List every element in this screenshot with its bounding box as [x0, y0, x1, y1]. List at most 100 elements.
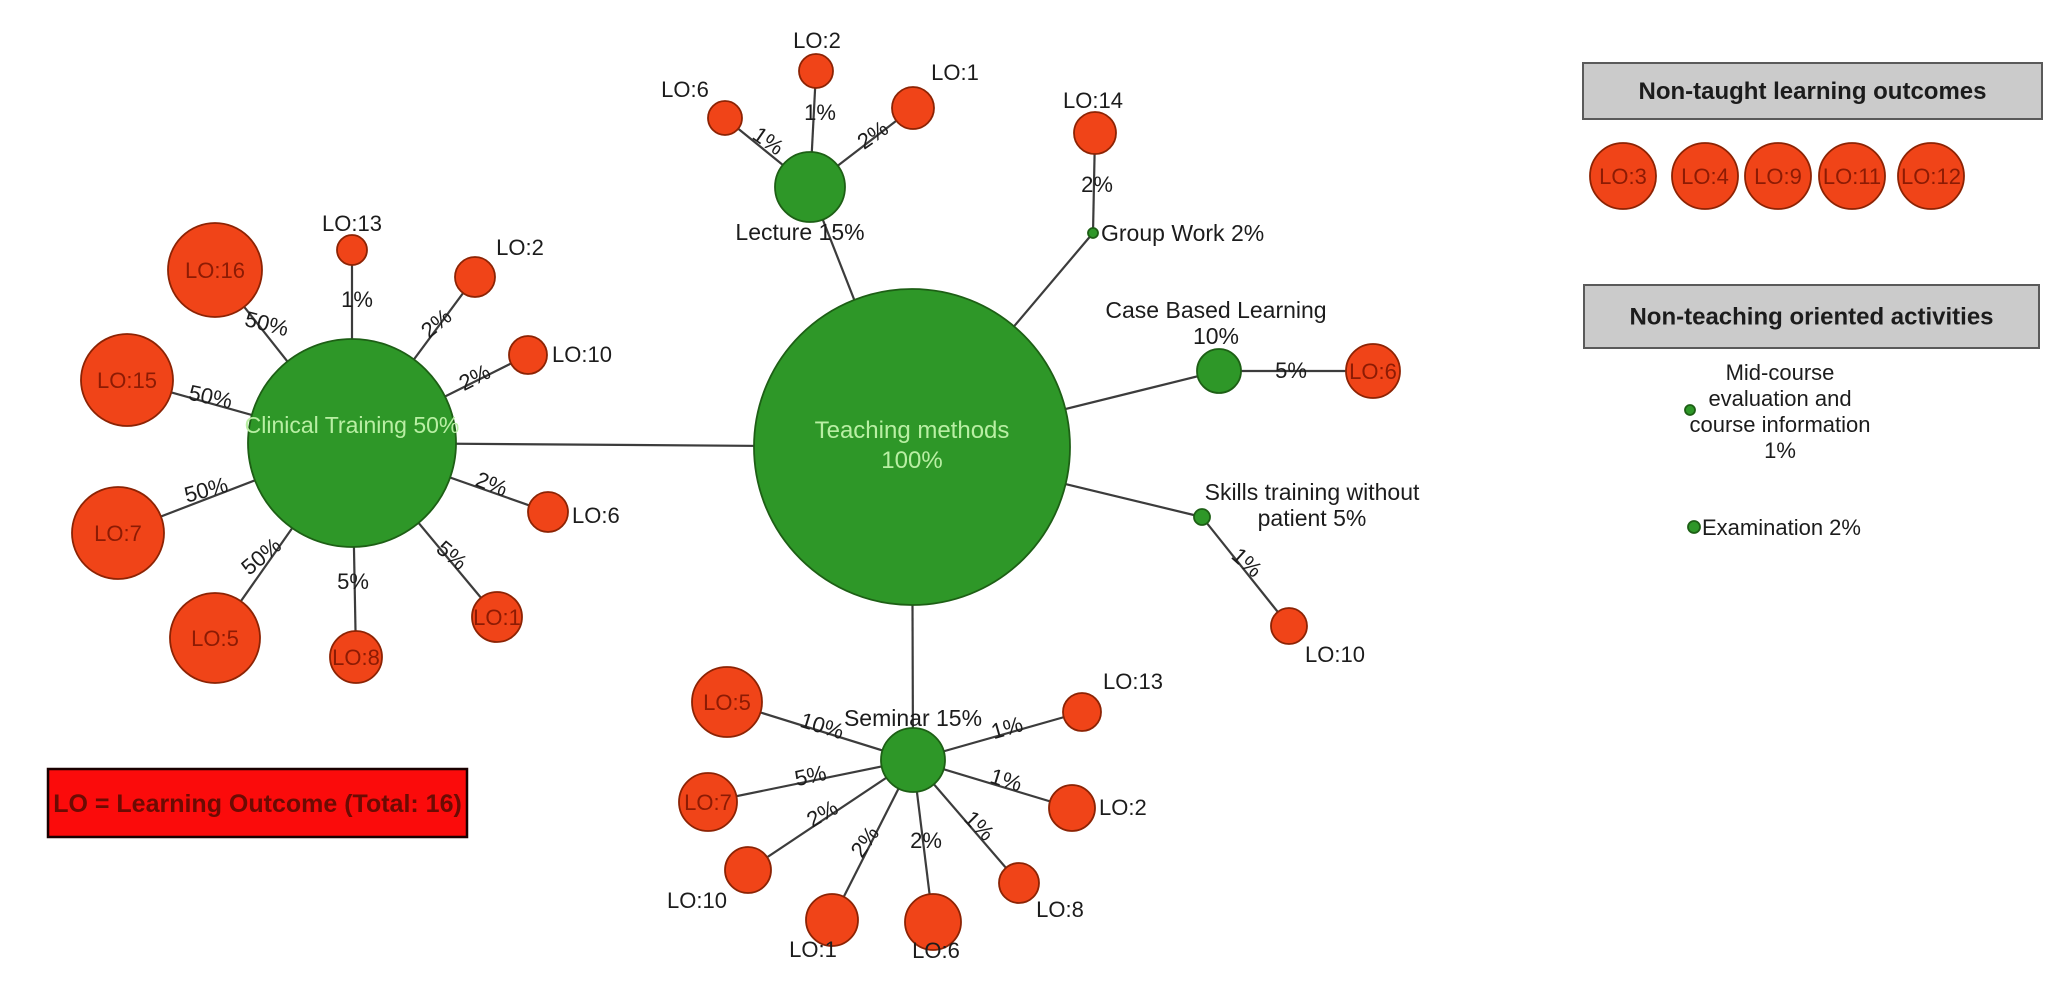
legend-non-taught-box — [1582, 62, 2043, 120]
lo-label-seminar-lo-13: LO:13 — [1103, 669, 1163, 694]
node-seminar-lo-1 — [805, 893, 859, 947]
lo-label-lecture-lo-2: LO:2 — [793, 28, 841, 53]
edge-seminar-lo-10 — [747, 759, 914, 871]
node-seminar-lo-13 — [1062, 692, 1102, 732]
lo-label-legend-lo-9: LO:9 — [1754, 164, 1802, 189]
lo-label-lecture-lo-6: LO:6 — [661, 77, 709, 102]
edge-label-case-based-learning-lo-6: 5% — [1275, 358, 1307, 383]
activity-label-0: Mid-course — [1726, 360, 1835, 385]
lo-label-clinical-training-lo-6: LO:6 — [572, 503, 620, 528]
root-label: Teaching methods — [815, 417, 1010, 444]
node-seminar-lo-7 — [678, 772, 738, 832]
lo-label-seminar-lo-6: LO:6 — [912, 938, 960, 963]
node-group-work — [1087, 227, 1099, 239]
node-case-based-learning-lo-6 — [1345, 343, 1401, 399]
node-legend-lo-11 — [1818, 142, 1886, 210]
lo-label-case-based-learning-lo-6: LO:6 — [1349, 359, 1397, 384]
node-clinical-training-lo-6 — [527, 491, 569, 533]
node-teaching-methods — [753, 288, 1071, 606]
node-lecture — [774, 151, 846, 223]
activity-label-0: 1% — [1764, 438, 1796, 463]
node-seminar-lo-10 — [724, 846, 772, 894]
lo-label-clinical-training-lo-13: LO:13 — [322, 211, 382, 236]
node-lecture-lo-6 — [707, 100, 743, 136]
lo-label-legend-lo-12: LO:12 — [1901, 164, 1961, 189]
edge-label-group-work-lo-14: 2% — [1081, 172, 1113, 197]
hub-label-group-work: Group Work 2% — [1101, 220, 1264, 246]
edge-label-clinical-training-lo-13: 1% — [341, 287, 373, 312]
activity-label-0: evaluation and — [1708, 386, 1851, 411]
node-clinical-training-lo-7 — [71, 486, 165, 580]
hub-label-lecture: Lecture 15% — [735, 219, 864, 245]
node-group-work-lo-14 — [1073, 111, 1117, 155]
node-case-based-learning — [1196, 348, 1242, 394]
activity-dot-0 — [1684, 404, 1696, 416]
node-clinical-training-lo-13 — [336, 234, 368, 266]
root-label: 100% — [881, 447, 942, 474]
lo-label-clinical-training-lo-1: LO:1 — [473, 605, 521, 630]
lo-label-legend-lo-4: LO:4 — [1681, 164, 1729, 189]
lo-label-seminar-lo-7: LO:7 — [684, 790, 732, 815]
node-clinical-training-lo-8 — [329, 630, 383, 684]
hub-label-clinical-training: Clinical Training 50% — [245, 412, 460, 438]
node-lecture-lo-2 — [798, 53, 834, 89]
hub-label-case-based-learning: 10% — [1193, 323, 1239, 349]
legend-non-teaching-title: Non-teaching oriented activities — [1629, 304, 1993, 331]
note-box — [46, 767, 469, 839]
hub-label-seminar: Seminar 15% — [844, 705, 982, 731]
node-seminar-lo-8 — [998, 862, 1040, 904]
lo-label-clinical-training-lo-5: LO:5 — [191, 626, 239, 651]
legend-non-teaching-box — [1583, 284, 2040, 349]
hub-label-skills-training-without-patient: Skills training without — [1205, 479, 1420, 505]
node-legend-lo-12 — [1897, 142, 1965, 210]
node-lecture-lo-1 — [891, 86, 935, 130]
lo-label-clinical-training-lo-15: LO:15 — [97, 368, 157, 393]
lo-label-legend-lo-3: LO:3 — [1599, 164, 1647, 189]
legend-non-taught-title: Non-taught learning outcomes — [1639, 78, 1987, 105]
lo-label-clinical-training-lo-10: LO:10 — [552, 342, 612, 367]
activity-dot-1 — [1687, 520, 1701, 534]
lo-label-skills-training-without-patient-lo-10: LO:10 — [1305, 642, 1365, 667]
node-seminar-lo-5 — [691, 666, 763, 738]
node-legend-lo-4 — [1671, 142, 1739, 210]
activity-label-0: course information — [1690, 412, 1871, 437]
lo-label-clinical-training-lo-2: LO:2 — [496, 235, 544, 260]
edge-label-clinical-training-lo-8: 5% — [337, 569, 369, 594]
lo-label-seminar-lo-5: LO:5 — [703, 690, 751, 715]
node-seminar-lo-2 — [1048, 784, 1096, 832]
labels-layer: Teaching methods 100% Clinical Training 50… — [53, 28, 1993, 963]
node-clinical-training-lo-1 — [471, 591, 523, 643]
node-clinical-training-lo-5 — [169, 592, 261, 684]
lo-label-clinical-training-lo-8: LO:8 — [332, 645, 380, 670]
lo-label-seminar-lo-10: LO:10 — [667, 888, 727, 913]
note-text: LO = Learning Outcome (Total: 16) — [53, 790, 462, 818]
node-clinical-training-lo-16 — [167, 222, 263, 318]
edge-seminar-lo-7 — [707, 758, 914, 804]
node-clinical-training-lo-10 — [508, 335, 548, 375]
lo-label-seminar-lo-8: LO:8 — [1036, 897, 1084, 922]
lo-label-clinical-training-lo-7: LO:7 — [94, 521, 142, 546]
node-seminar-lo-6 — [904, 893, 962, 951]
node-clinical-training — [247, 338, 457, 548]
edge-label-seminar-lo-6: 2% — [910, 828, 942, 853]
hub-label-case-based-learning: Case Based Learning — [1105, 297, 1326, 323]
nodes-layer — [46, 53, 2043, 951]
node-skills-training-without-patient-lo-10 — [1270, 607, 1308, 645]
lo-label-seminar-lo-2: LO:2 — [1099, 795, 1147, 820]
node-clinical-training-lo-15 — [80, 333, 174, 427]
lo-label-lecture-lo-1: LO:1 — [931, 60, 979, 85]
hub-label-skills-training-without-patient: patient 5% — [1258, 505, 1367, 531]
edge-skills-training-without-patient-lo-10 — [1201, 516, 1290, 627]
activity-label-1: Examination 2% — [1702, 515, 1861, 540]
node-legend-lo-3 — [1589, 142, 1657, 210]
lo-label-clinical-training-lo-16: LO:16 — [185, 258, 245, 283]
edge-label-lecture-lo-2: 1% — [804, 100, 836, 125]
lo-label-legend-lo-11: LO:11 — [1823, 164, 1881, 189]
node-seminar — [880, 727, 946, 793]
node-skills-training-without-patient — [1193, 508, 1211, 526]
lo-label-group-work-lo-14: LO:14 — [1063, 88, 1123, 113]
node-clinical-training-lo-2 — [454, 256, 496, 298]
lo-label-seminar-lo-1: LO:1 — [789, 937, 837, 962]
